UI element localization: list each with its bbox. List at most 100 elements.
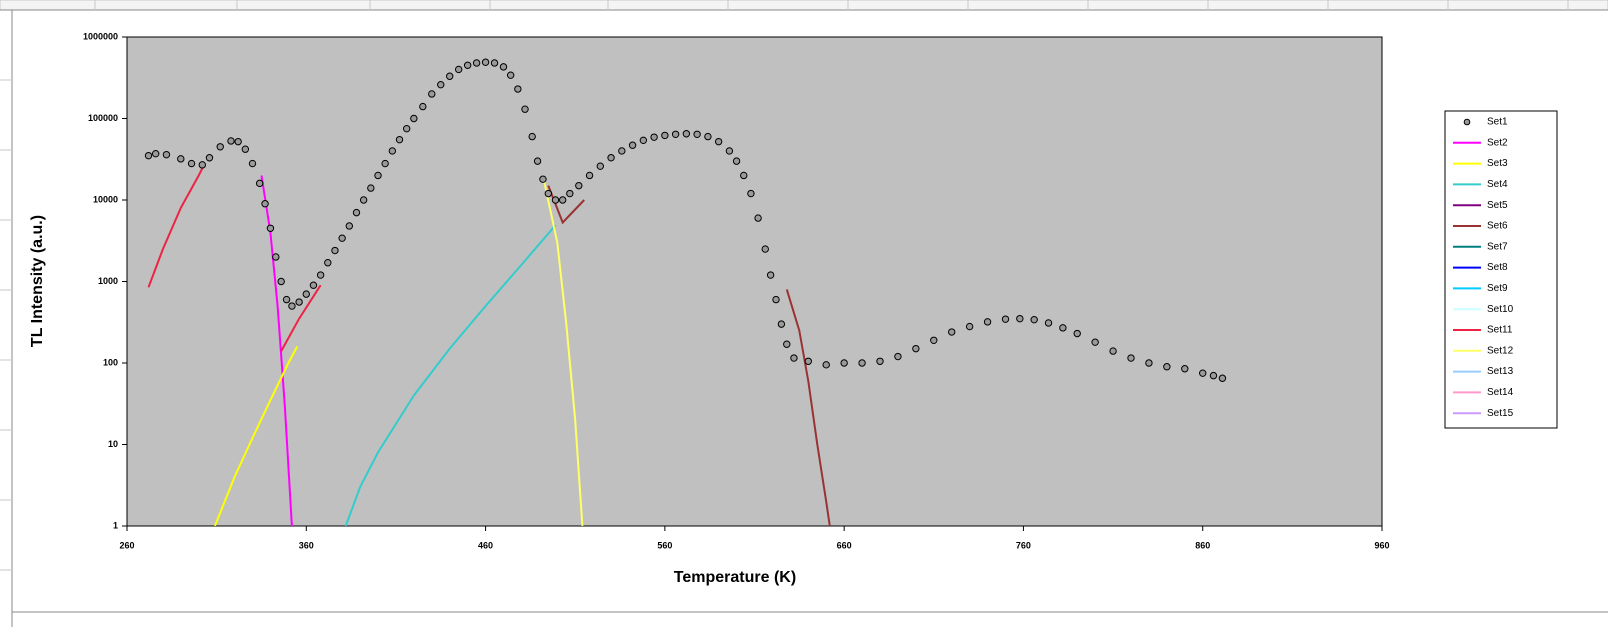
data-point — [766, 271, 775, 279]
legend-label: Set13 — [1487, 366, 1514, 377]
data-point — [272, 253, 280, 261]
data-point — [324, 259, 332, 267]
data-point — [227, 137, 235, 145]
data-point — [463, 61, 472, 69]
data-point — [261, 200, 269, 208]
data-point — [248, 159, 257, 168]
data-point — [965, 322, 974, 331]
data-point — [521, 105, 529, 113]
legend-label: Set8 — [1487, 262, 1508, 273]
x-tick-label: 960 — [1374, 540, 1389, 550]
data-point — [1209, 371, 1218, 380]
data-point — [822, 361, 830, 369]
data-point — [840, 359, 848, 367]
data-point — [428, 90, 436, 98]
data-point — [725, 147, 734, 155]
data-point — [1073, 329, 1081, 338]
data-point — [266, 224, 275, 232]
data-point — [1030, 315, 1038, 324]
data-point — [777, 320, 786, 328]
data-point — [1145, 359, 1153, 367]
data-point — [144, 151, 153, 160]
data-point — [205, 154, 214, 162]
data-point — [309, 281, 318, 289]
data-point — [395, 135, 404, 144]
data-point — [381, 159, 389, 168]
data-point — [1199, 369, 1207, 377]
data-point — [514, 85, 522, 93]
data-point — [402, 124, 411, 133]
legend-label: Set2 — [1487, 137, 1508, 148]
data-point — [367, 184, 375, 192]
data-point — [345, 222, 354, 230]
data-point — [930, 336, 938, 344]
data-point — [1044, 319, 1053, 327]
data-point — [295, 298, 303, 306]
legend-label: Set6 — [1487, 221, 1508, 232]
data-point — [490, 59, 499, 67]
legend-label: Set3 — [1487, 158, 1508, 169]
data-point — [472, 59, 481, 67]
data-point — [234, 137, 242, 146]
data-point — [1181, 365, 1189, 373]
data-point — [551, 196, 560, 204]
data-point — [1218, 374, 1227, 382]
data-point — [783, 340, 791, 348]
data-point — [1091, 338, 1099, 346]
data-point — [754, 214, 762, 222]
x-tick-label: 460 — [478, 540, 493, 550]
series-line — [147, 164, 322, 352]
data-point — [650, 133, 658, 141]
legend-label: Set1 — [1487, 117, 1508, 128]
data-point — [983, 318, 992, 326]
data-point — [585, 171, 594, 180]
data-point — [661, 131, 669, 140]
data-point — [316, 271, 325, 279]
series-line — [541, 175, 584, 526]
data-point — [352, 208, 361, 217]
x-axis-title: Temperature (K) — [674, 569, 796, 586]
x-tick-label: 360 — [299, 540, 314, 550]
data-point — [1016, 314, 1024, 323]
data-point — [1109, 347, 1117, 355]
legend-label: Set11 — [1487, 325, 1513, 336]
legend-label: Set4 — [1487, 179, 1508, 190]
data-point — [506, 71, 515, 79]
data-point — [419, 102, 427, 111]
data-point — [374, 171, 382, 180]
data-point — [481, 58, 490, 66]
data-point — [241, 145, 250, 153]
data-point — [151, 149, 160, 158]
data-point — [894, 352, 902, 361]
data-point — [533, 157, 542, 165]
data-point — [772, 295, 780, 304]
data-point — [682, 130, 691, 138]
series-line — [213, 345, 299, 526]
data-point — [628, 141, 637, 149]
data-point — [804, 357, 812, 365]
data-point — [277, 277, 285, 286]
legend-marker — [1463, 118, 1471, 126]
data-point — [790, 354, 798, 362]
data-point — [761, 245, 769, 253]
data-point — [858, 359, 866, 367]
data-point — [528, 132, 536, 141]
data-point — [558, 196, 567, 204]
data-point — [618, 147, 626, 155]
data-point — [359, 196, 368, 204]
series-line — [260, 175, 293, 526]
y-tick-label: 100000 — [88, 113, 118, 123]
data-point — [216, 143, 224, 151]
data-point — [912, 344, 920, 353]
data-point — [1163, 363, 1171, 371]
data-point — [876, 357, 884, 365]
data-point — [566, 189, 574, 198]
plot-area — [126, 36, 1383, 527]
data-point — [1059, 324, 1067, 332]
data-point — [747, 189, 755, 198]
legend-label: Set10 — [1487, 304, 1514, 315]
y-tick-label: 10000 — [93, 194, 118, 204]
series-line — [344, 224, 557, 526]
